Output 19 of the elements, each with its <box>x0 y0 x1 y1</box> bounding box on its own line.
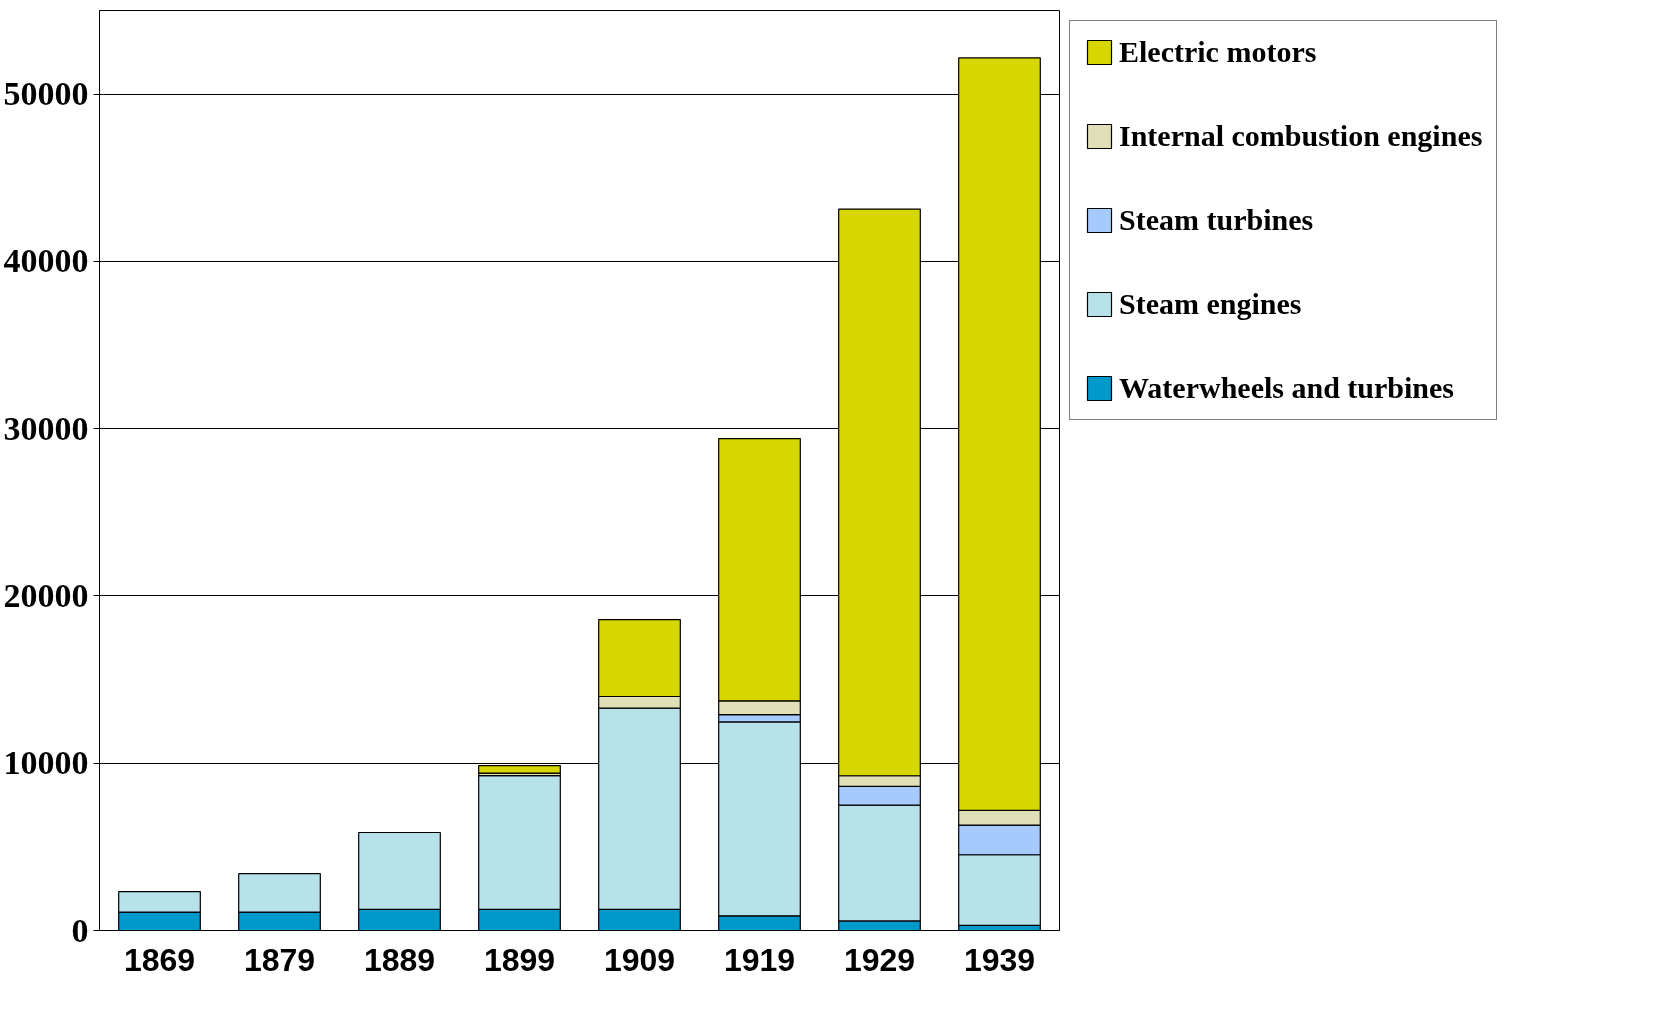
legend-label: Electric motors <box>1119 35 1317 69</box>
legend-label: Waterwheels and turbines <box>1119 371 1455 405</box>
y-tick-label: 40000 <box>3 242 89 280</box>
x-tick-label: 1899 <box>483 941 556 978</box>
x-tick-label: 1909 <box>603 941 676 978</box>
legend-label: Internal combustion engines <box>1119 119 1483 153</box>
legend-label: Steam turbines <box>1119 203 1314 237</box>
x-tick-label: 1889 <box>363 941 436 978</box>
y-tick-label: 0 <box>71 911 89 949</box>
x-tick-label: 1879 <box>243 941 316 978</box>
y-tick-label: 10000 <box>3 744 89 782</box>
y-tick-label: 50000 <box>3 75 89 113</box>
y-tick-label: 30000 <box>3 409 89 447</box>
legend-label: Steam engines <box>1119 287 1302 321</box>
y-tick-label: 20000 <box>3 576 89 614</box>
x-tick-label: 1919 <box>723 941 796 978</box>
x-tick-label: 1939 <box>963 941 1036 978</box>
x-tick-label: 1869 <box>123 941 196 978</box>
x-tick-label: 1929 <box>843 941 916 978</box>
